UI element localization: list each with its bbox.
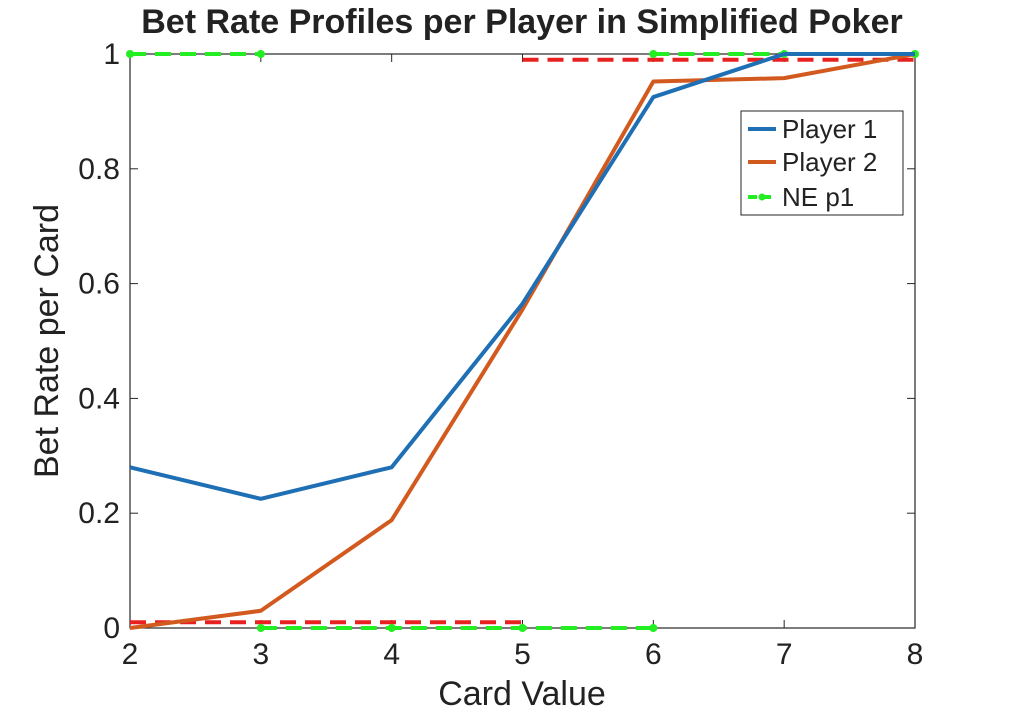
y-tick-label: 0.6	[78, 268, 120, 301]
series-line-player-2	[129, 52, 916, 630]
legend: Player 1 Player 2 NE p1	[740, 110, 904, 216]
series-line-player-1	[129, 52, 915, 501]
x-tick-label: 2	[122, 638, 139, 671]
y-tick-label: 0.4	[78, 382, 120, 415]
y-tick-label: 1	[103, 38, 120, 71]
x-tick-label: 5	[514, 638, 531, 671]
ne-p1-point	[256, 50, 265, 58]
axis-ticks: 2 3 4 5 6 7 8 0 0.2 0.4 0.6 0.8 1	[78, 38, 923, 671]
series-layer	[126, 50, 919, 632]
y-axis-label: Bet Rate per Card	[28, 204, 66, 478]
ne-p1-point	[518, 624, 527, 632]
y-tick-label: 0	[103, 612, 120, 645]
x-tick-label: 6	[645, 638, 662, 671]
x-tick-label: 8	[907, 638, 924, 671]
legend-label-player-1: Player 1	[782, 114, 877, 144]
legend-marker-ne-p1	[758, 193, 766, 201]
chart-title: Bet Rate Profiles per Player in Simplifi…	[141, 3, 902, 41]
ne-p1-point	[256, 624, 265, 632]
x-tick-label: 3	[252, 638, 269, 671]
ne-p1-point	[649, 624, 658, 632]
x-axis-label: Card Value	[438, 675, 606, 713]
x-tick-label: 4	[383, 638, 400, 671]
legend-label-ne-p1: NE p1	[782, 182, 854, 212]
x-tick-label: 7	[776, 638, 793, 671]
ne-p1-point	[126, 50, 134, 58]
y-tick-label: 0.2	[78, 497, 120, 530]
legend-label-player-2: Player 2	[782, 147, 877, 177]
ne-p1-point	[649, 50, 658, 58]
ne-p1-point	[387, 624, 396, 632]
y-tick-label: 0.8	[78, 153, 120, 186]
